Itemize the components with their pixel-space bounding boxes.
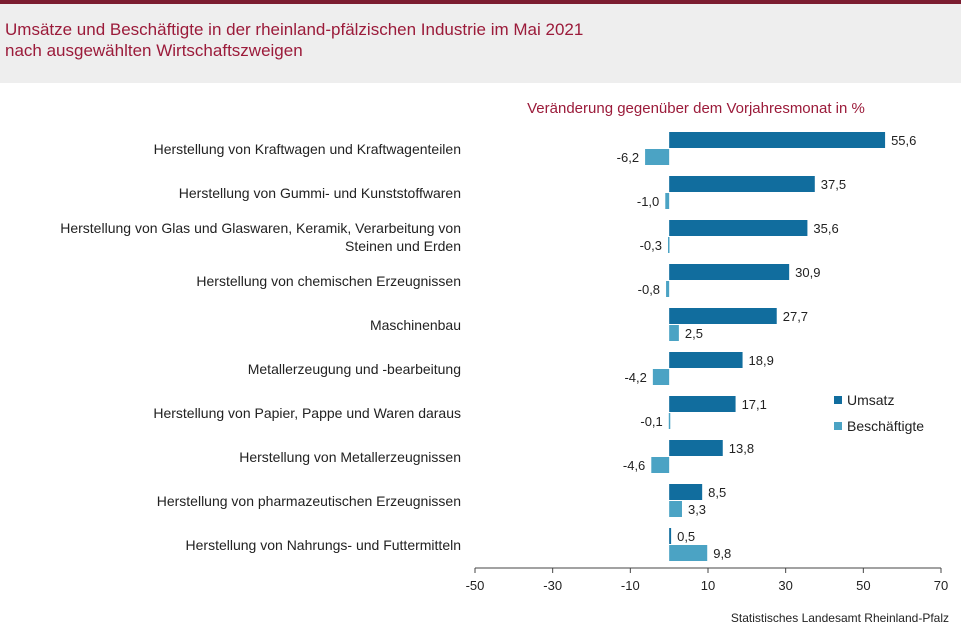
category-label: Herstellung von Glas und Glaswaren, Kera…	[60, 220, 461, 236]
category-label: Herstellung von Nahrungs- und Futtermitt…	[186, 537, 461, 553]
data-label: 55,6	[891, 133, 916, 148]
bar-umsatz	[669, 220, 808, 236]
legend-label: Umsatz	[847, 392, 894, 408]
bar-umsatz	[669, 440, 723, 456]
category-label: Herstellung von Papier, Pappe und Waren …	[153, 405, 461, 421]
data-label: 18,9	[749, 353, 774, 368]
bar-umsatz	[669, 308, 777, 324]
data-label: 0,5	[677, 529, 695, 544]
x-tick-label: 10	[701, 578, 715, 593]
legend-label: Beschäftigte	[847, 418, 924, 434]
data-label: -4,2	[624, 370, 646, 385]
bar-beschaeftigte	[652, 369, 670, 385]
data-label: -0,3	[640, 238, 662, 253]
data-label: 17,1	[742, 397, 767, 412]
category-label: Metallerzeugung und -bearbeitung	[248, 361, 461, 377]
data-label: 2,5	[685, 326, 703, 341]
x-tick-label: -50	[466, 578, 485, 593]
x-tick-label: 50	[856, 578, 870, 593]
chart-subtitle: Veränderung gegenüber dem Vorjahresmonat…	[527, 100, 865, 117]
data-label: -0,8	[638, 282, 660, 297]
x-tick-label: 30	[778, 578, 792, 593]
category-label: Steinen und Erden	[345, 238, 461, 254]
data-label: 9,8	[713, 546, 731, 561]
category-label: Herstellung von Gummi- und Kunststoffwar…	[179, 185, 461, 201]
bar-umsatz	[669, 528, 672, 544]
data-label: 27,7	[783, 309, 808, 324]
data-label: -6,2	[617, 150, 639, 165]
x-tick-label: -30	[543, 578, 562, 593]
x-tick-label: 70	[934, 578, 948, 593]
category-label: Herstellung von Metallerzeugnissen	[239, 449, 461, 465]
bar-beschaeftigte	[669, 545, 708, 561]
bar-beschaeftigte	[669, 501, 682, 517]
bar-beschaeftigte	[668, 413, 671, 429]
data-label: 8,5	[708, 485, 726, 500]
title-accent-bar	[0, 0, 961, 4]
category-label: Herstellung von pharmazeutischen Erzeugn…	[157, 493, 461, 509]
data-label: 13,8	[729, 441, 754, 456]
data-label: -0,1	[640, 414, 662, 429]
data-label: 37,5	[821, 177, 846, 192]
bar-beschaeftigte	[645, 149, 670, 165]
bar-umsatz	[669, 484, 703, 500]
bar-umsatz	[669, 352, 743, 368]
chart-title-line-1: Umsätze und Beschäftigte in der rheinlan…	[5, 20, 584, 39]
chart-title-line-2: nach ausgewählten Wirtschaftszweigen	[5, 41, 303, 60]
bar-beschaeftigte	[665, 193, 670, 209]
category-label: Maschinenbau	[370, 317, 461, 333]
chart-title: Umsätze und Beschäftigte in der rheinlan…	[5, 19, 583, 61]
bar-beschaeftigte	[651, 457, 670, 473]
x-tick-label: -10	[621, 578, 640, 593]
bar-umsatz	[669, 396, 736, 412]
category-label: Herstellung von chemischen Erzeugnissen	[196, 273, 461, 289]
bar-beschaeftigte	[668, 237, 670, 253]
data-label: 35,6	[813, 221, 838, 236]
data-label: -1,0	[637, 194, 659, 209]
bar-beschaeftigte	[669, 325, 679, 341]
data-label: -4,6	[623, 458, 645, 473]
chart-panel: Veränderung gegenüber dem Vorjahresmonat…	[0, 83, 961, 631]
legend-swatch-umsatz	[834, 396, 842, 404]
legend-swatch-beschaeftigte	[834, 422, 842, 430]
bar-umsatz	[669, 176, 815, 192]
bar-beschaeftigte	[666, 281, 670, 297]
data-label: 30,9	[795, 265, 820, 280]
bar-umsatz	[669, 132, 886, 148]
data-label: 3,3	[688, 502, 706, 517]
category-label: Herstellung von Kraftwagen und Kraftwage…	[154, 141, 461, 157]
bar-chart: Veränderung gegenüber dem Vorjahresmonat…	[60, 100, 949, 625]
source-note: Statistisches Landesamt Rheinland-Pfalz	[731, 611, 949, 625]
bar-umsatz	[669, 264, 790, 280]
